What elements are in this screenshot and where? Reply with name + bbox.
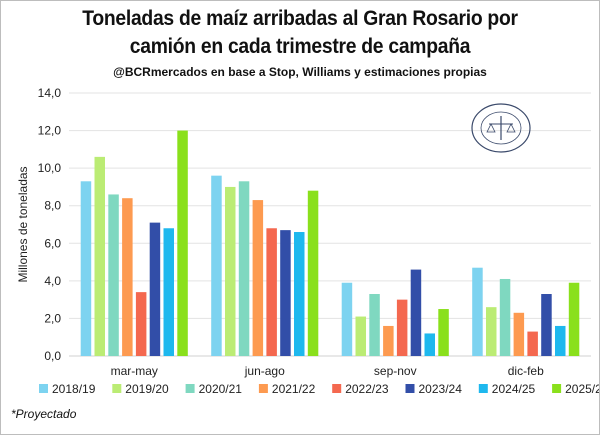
logo-seal-inner (480, 111, 522, 145)
bar-202526-mar-may (177, 130, 188, 356)
bar-202324-dic-feb (541, 294, 552, 356)
bar-202223-sep-nov (396, 299, 408, 356)
bar-202425-sep-nov (424, 333, 435, 356)
legend-swatch (332, 384, 342, 393)
logo-seal-icon (471, 103, 531, 153)
chart-subtitle: @BCRmercados en base a Stop, Williams y … (113, 65, 487, 79)
legend-label: 2019/20 (125, 382, 169, 396)
y-tick-label: 0,0 (44, 349, 61, 363)
bar-202324-sep-nov (410, 269, 422, 356)
legend-swatch (185, 384, 195, 393)
legend-label: 2021/22 (272, 382, 316, 396)
legend-swatch (478, 384, 488, 393)
bar-202223-mar-may (135, 292, 147, 356)
y-tick-label: 10,0 (38, 161, 62, 175)
bar-202425-dic-feb (555, 325, 566, 356)
legend-label: 2018/19 (52, 382, 96, 396)
y-tick-label: 14,0 (38, 86, 62, 100)
bar-202425-jun-ago (294, 232, 305, 356)
legend-label: 2022/23 (345, 382, 389, 396)
x-tick-label: dic-feb (508, 364, 544, 378)
bar-201819-sep-nov (341, 282, 353, 356)
legend-swatch (552, 384, 562, 393)
bar-201920-jun-ago (225, 186, 236, 356)
x-tick-label: jun-ago (244, 364, 285, 378)
y-tick-label: 12,0 (38, 124, 62, 138)
legend-label: 2023/24 (419, 382, 463, 396)
legend-label: 2025/26* (565, 382, 599, 396)
legend-swatch (39, 384, 48, 393)
bar-202324-jun-ago (280, 230, 291, 356)
logo-scales (486, 123, 516, 133)
y-tick-label: 6,0 (44, 236, 61, 250)
bar-201920-sep-nov (355, 316, 366, 356)
bar-202122-jun-ago (252, 200, 264, 356)
bar-201920-dic-feb (486, 307, 497, 356)
y-axis-label: Millones de toneladas (16, 166, 30, 282)
bar-202425-mar-may (163, 228, 174, 356)
bar-202526-jun-ago (307, 190, 319, 356)
x-tick-label: mar-may (111, 364, 158, 378)
bar-202223-jun-ago (266, 228, 277, 356)
chart-title-line-1: Toneladas de maíz arribadas al Gran Rosa… (82, 7, 518, 30)
bar-202526-sep-nov (438, 309, 449, 356)
bar-202021-dic-feb (499, 278, 511, 356)
footnote: *Proyectado (11, 407, 77, 421)
legend-label: 2020/21 (199, 382, 243, 396)
bar-202021-sep-nov (369, 294, 380, 356)
bar-201819-jun-ago (211, 175, 222, 356)
bar-202223-dic-feb (527, 331, 538, 356)
bar-201819-mar-may (80, 181, 92, 356)
bar-202122-dic-feb (513, 312, 525, 356)
legend-label: 2024/25 (492, 382, 536, 396)
bar-201819-dic-feb (472, 267, 483, 356)
bar-202122-sep-nov (383, 325, 394, 356)
chart-title-line-2: camión en cada trimestre de campaña (129, 35, 471, 58)
legend-swatch (258, 384, 268, 393)
bar-202324-mar-may (149, 222, 161, 356)
y-tick-label: 4,0 (44, 274, 61, 288)
y-tick-label: 8,0 (44, 199, 61, 213)
bar-201920-mar-may (94, 156, 105, 356)
bar-202021-jun-ago (238, 181, 250, 356)
bar-202122-mar-may (122, 198, 133, 356)
legend-swatch (405, 384, 415, 393)
y-tick-label: 2,0 (44, 311, 61, 325)
x-tick-label: sep-nov (374, 364, 417, 378)
legend-swatch (112, 384, 122, 393)
bar-202021-mar-may (108, 194, 119, 356)
bar-202526-dic-feb (568, 282, 580, 356)
